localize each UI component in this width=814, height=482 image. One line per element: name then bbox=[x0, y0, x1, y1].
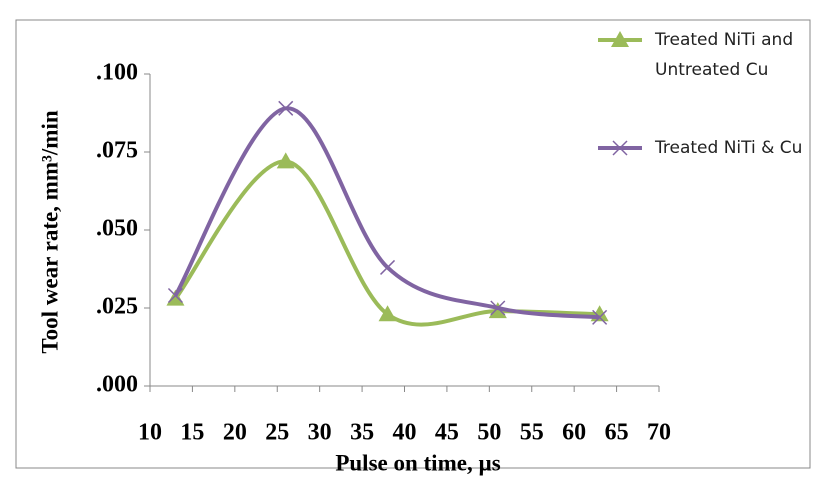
marker bbox=[490, 300, 506, 316]
x-tick-label: 70 bbox=[647, 420, 671, 446]
marker bbox=[378, 305, 397, 322]
marker bbox=[276, 152, 295, 169]
x-tick-label: 30 bbox=[308, 420, 332, 446]
marker bbox=[166, 289, 185, 306]
x-tick-label: 40 bbox=[393, 420, 417, 446]
x-tick-label: 55 bbox=[520, 420, 544, 446]
frame bbox=[15, 19, 811, 469]
x-tick-label: 20 bbox=[223, 420, 247, 446]
x-tick-label: 50 bbox=[477, 420, 501, 446]
x-tick-label: 10 bbox=[138, 420, 162, 446]
x-tick-label: 45 bbox=[435, 420, 459, 446]
y-tick-label: .050 bbox=[96, 216, 138, 242]
y-tick-label: .075 bbox=[96, 138, 138, 164]
x-tick-label: 15 bbox=[180, 420, 204, 446]
y-axis-label: Tool wear rate, mm³/min bbox=[37, 110, 62, 353]
x-tick-label: 60 bbox=[562, 420, 586, 446]
series-line bbox=[173, 159, 600, 327]
marker bbox=[167, 287, 183, 304]
marker bbox=[488, 302, 507, 319]
marker bbox=[278, 100, 294, 116]
x-tick-label: 35 bbox=[350, 420, 374, 446]
series-line bbox=[173, 106, 600, 320]
x-tick-label: 25 bbox=[265, 420, 289, 446]
legend-label: Treated NiTi and Untreated Cu bbox=[655, 30, 794, 80]
x-tick-label: 65 bbox=[605, 420, 629, 446]
legend-label: Treated NiTi & Cu bbox=[655, 138, 803, 158]
marker bbox=[592, 309, 608, 325]
y-tick-label: .000 bbox=[96, 372, 138, 398]
x-axis-label: Pulse on time, µs bbox=[335, 450, 500, 475]
marker bbox=[380, 259, 396, 275]
y-tick-label: .100 bbox=[96, 60, 138, 86]
y-tick-label: .025 bbox=[96, 294, 138, 320]
